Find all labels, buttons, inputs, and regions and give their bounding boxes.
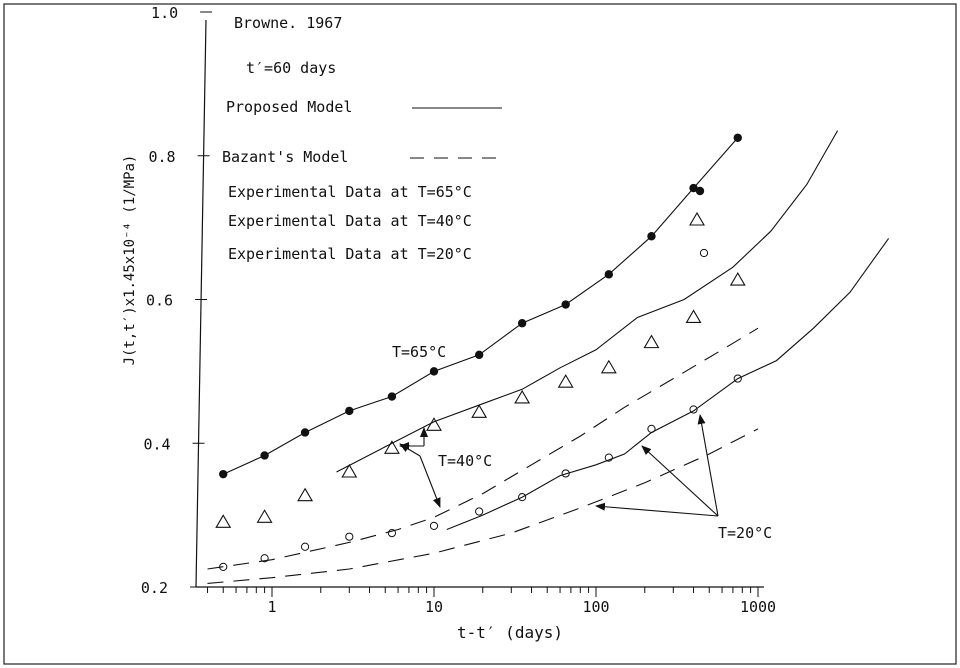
data-point bbox=[215, 514, 232, 528]
y-tick-label: 1.0 bbox=[151, 4, 178, 22]
series-line bbox=[446, 238, 890, 531]
series-bazant-s-model-t-20-c bbox=[207, 428, 759, 584]
data-point bbox=[471, 404, 488, 418]
y-tick-label: 0.4 bbox=[143, 435, 170, 453]
data-point bbox=[387, 392, 397, 401]
data-point bbox=[300, 428, 310, 437]
data-point bbox=[341, 463, 358, 478]
series-proposed-model-t-40-c bbox=[336, 130, 839, 473]
data-point bbox=[219, 469, 228, 479]
series-line bbox=[336, 130, 839, 473]
legend-swatch-marker bbox=[699, 248, 709, 258]
annotation-arrow bbox=[399, 443, 421, 457]
series-line bbox=[207, 428, 759, 584]
data-point bbox=[474, 350, 484, 360]
series-experimental-data-at-t-40-c bbox=[215, 272, 746, 528]
data-point bbox=[345, 406, 354, 416]
data-point bbox=[729, 272, 746, 286]
data-point bbox=[685, 309, 702, 324]
legend-label: Experimental Data at T=40°C bbox=[228, 212, 472, 230]
legend-swatch-marker bbox=[695, 186, 705, 196]
data-point bbox=[604, 270, 614, 279]
legend-entry-experimental-data-at-t-40-c: Experimental Data at T=40°C bbox=[228, 211, 705, 230]
y-tick-label: 0.8 bbox=[149, 148, 176, 166]
data-point bbox=[647, 232, 656, 241]
series-line bbox=[207, 327, 759, 570]
legend-age: t′=60 days bbox=[246, 59, 336, 77]
data-point bbox=[256, 509, 273, 523]
x-tick-label: 10 bbox=[425, 598, 443, 616]
legend: Browne. 1967 t′=60 days Proposed Model Baza… bbox=[222, 14, 709, 263]
legend-label: Proposed Model bbox=[226, 98, 352, 116]
data-point bbox=[517, 319, 527, 328]
data-point bbox=[475, 507, 484, 516]
legend-label: Experimental Data at T=20°C bbox=[228, 245, 472, 263]
x-tick-label: 1000 bbox=[740, 598, 776, 616]
data-point bbox=[297, 487, 314, 502]
series-proposed-model-t-20-c bbox=[446, 238, 890, 531]
annotations: T=65°C T=40°C T=20°C bbox=[392, 343, 772, 542]
legend-entry-proposed-model: Proposed Model bbox=[226, 98, 502, 116]
legend-swatch-marker bbox=[689, 211, 705, 226]
annotation-arrow bbox=[697, 414, 719, 517]
data-point bbox=[733, 133, 742, 142]
data-point bbox=[600, 359, 617, 374]
outer-border bbox=[3, 3, 957, 665]
x-tick-label: 100 bbox=[582, 598, 609, 616]
data-point bbox=[300, 542, 310, 551]
annotation-t-20-c: T=20°C bbox=[718, 524, 772, 542]
data-point bbox=[514, 389, 531, 404]
annotation-t-65-c: T=65°C bbox=[392, 343, 446, 361]
x-axis-label: t-t′ (days) bbox=[457, 623, 563, 642]
axes: 0.2 0.4 0.6 0.8 1.0 1 10 100 1000 bbox=[141, 4, 776, 616]
annotation-arrow bbox=[641, 445, 719, 517]
data-point bbox=[689, 183, 698, 193]
annotation-arrow bbox=[595, 502, 719, 517]
legend-entry-experimental-data-at-t-20-c: Experimental Data at T=20°C bbox=[228, 245, 709, 263]
data-point bbox=[345, 532, 354, 541]
legend-label: Experimental Data at T=65°C bbox=[228, 183, 472, 201]
data-point bbox=[260, 451, 269, 460]
y-axis-label: J(t,t′)x1.45x10⁻⁴ (1/MPa) bbox=[122, 155, 138, 366]
data-point bbox=[557, 374, 574, 388]
x-tick-label: 1 bbox=[267, 598, 276, 616]
data-point bbox=[643, 334, 660, 349]
y-tick-label: 0.2 bbox=[141, 579, 168, 597]
series-bazant-s-model-t-40-c bbox=[207, 327, 759, 570]
series bbox=[207, 130, 890, 584]
data-point bbox=[426, 417, 442, 431]
y-axis-line bbox=[195, 19, 207, 588]
legend-entry-bazant-s-model: Bazant's Model bbox=[222, 148, 500, 166]
annotation-arrow bbox=[419, 455, 441, 508]
data-point bbox=[383, 440, 400, 454]
legend-source: Browne. 1967 bbox=[234, 14, 342, 32]
series-experimental-data-at-t-65-c bbox=[219, 133, 742, 479]
data-point bbox=[429, 521, 439, 531]
y-tick-label: 0.6 bbox=[146, 292, 173, 310]
annotation-t-40-c: T=40°C bbox=[438, 452, 492, 470]
data-point bbox=[561, 300, 570, 309]
legend-label: Bazant's Model bbox=[222, 148, 348, 166]
data-point bbox=[429, 367, 439, 376]
legend-entry-experimental-data-at-t-65-c: Experimental Data at T=65°C bbox=[228, 183, 705, 201]
